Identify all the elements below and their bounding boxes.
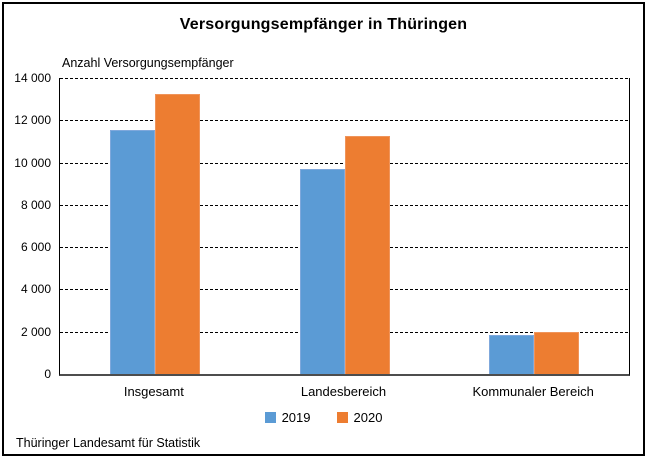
y-tick-label: 10 000 [14, 155, 51, 170]
category-label: Kommunaler Bereich [472, 384, 594, 399]
y-tick-label: 6 000 [20, 240, 51, 255]
chart-title: Versorgungsempfänger in Thüringen [179, 16, 468, 33]
legend-item-2019: 2019 [264, 410, 311, 425]
bar-2019-landesbereich [299, 168, 345, 374]
y-tick-label: 14 000 [14, 71, 51, 85]
legend-swatch-icon [264, 412, 276, 423]
category-label: Landesbereich [300, 384, 387, 399]
legend-swatch-icon [336, 412, 348, 423]
bar-2020-landesbereich [344, 136, 390, 374]
y-tick-label: 4 000 [20, 282, 51, 297]
legend: 2019 2020 [4, 410, 643, 425]
y-tick-label: 0 [44, 367, 51, 381]
source-text: Thüringer Landesamt für Statistik [16, 436, 201, 450]
gridline [60, 120, 629, 122]
y-tick-label: 2 000 [20, 324, 51, 339]
bar-2020-kommunaler-bereich [534, 331, 580, 374]
y-tick-label: 12 000 [14, 113, 51, 128]
y-tick-label: 8 000 [20, 197, 51, 212]
plot-area [59, 78, 630, 376]
bar-2019-kommunaler-bereich [489, 334, 535, 374]
gridline [60, 78, 629, 79]
legend-label: 2019 [281, 410, 311, 425]
legend-label: 2020 [353, 410, 383, 425]
legend-item-2020: 2020 [336, 410, 383, 425]
bar-2019-insgesamt [109, 129, 155, 374]
category-label: Insgesamt [123, 384, 184, 399]
bar-2020-insgesamt [154, 93, 200, 374]
y-axis-title: Anzahl Versorgungsempfänger [62, 56, 234, 70]
